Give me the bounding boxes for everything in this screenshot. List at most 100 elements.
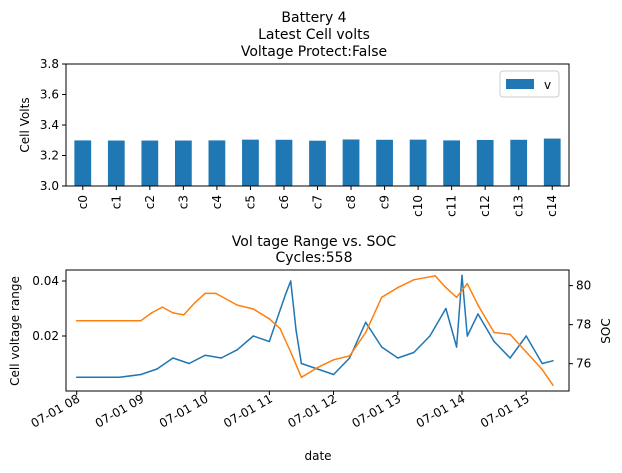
line-chart-y-axis-label: Cell voltage range <box>8 276 22 386</box>
bar <box>208 140 226 186</box>
bar <box>510 139 528 186</box>
soc-point <box>477 304 479 306</box>
soc-point <box>268 317 271 320</box>
bar <box>107 140 125 186</box>
line-chart: Vol tage Range vs. SOC Cycles:558 Cell v… <box>8 234 613 463</box>
soc-point <box>552 384 554 386</box>
x-tick-label: c8 <box>344 195 358 209</box>
x-tick-label: c1 <box>109 195 123 209</box>
bar <box>275 139 293 186</box>
voltage-range-point <box>380 346 383 348</box>
voltage-range-point <box>300 362 303 365</box>
x-tick-label: c7 <box>311 195 325 209</box>
voltage-range-point <box>204 354 206 357</box>
bar <box>476 139 494 186</box>
x-tick-label: c14 <box>545 195 559 217</box>
bar-chart: Battery 4 Latest Cell volts Voltage Prot… <box>18 10 570 217</box>
x-tick-label: 07-01 14 <box>414 391 468 430</box>
y-tick-label: 3.0 <box>40 179 59 193</box>
voltage-range-point <box>429 335 431 337</box>
voltage-range-point <box>295 329 297 332</box>
soc-point <box>525 351 527 353</box>
soc-point <box>332 358 335 361</box>
voltage-range-point <box>552 359 554 362</box>
voltage-range-line <box>76 274 554 379</box>
x-tick-label: c4 <box>210 195 224 209</box>
voltage-range-point <box>236 348 239 351</box>
voltage-range-point <box>455 346 458 348</box>
x-tick-label: 07-01 12 <box>285 391 339 430</box>
voltage-range-point <box>220 357 222 359</box>
voltage-range-point <box>172 357 174 359</box>
voltage-range-point <box>525 335 527 337</box>
soc-point <box>108 319 110 322</box>
soc-point <box>161 306 164 308</box>
voltage-range-point <box>364 321 367 324</box>
voltage-range-point <box>97 376 99 379</box>
soc-point <box>236 304 239 306</box>
y-tick-label: 3.4 <box>40 118 59 132</box>
soc-point <box>493 331 495 334</box>
soc-point <box>541 368 544 371</box>
soc-point <box>509 333 511 336</box>
x-tick-label: 07-01 11 <box>221 391 275 430</box>
soc-point <box>348 355 351 357</box>
voltage-range-point <box>140 373 142 376</box>
soc-point <box>455 296 458 299</box>
bar-chart-y-axis-label: Cell Volts <box>18 97 32 152</box>
bar-chart-title-line-2: Latest Cell volts <box>258 27 370 43</box>
soc-point <box>279 327 281 330</box>
voltage-range-point <box>289 280 292 282</box>
bar <box>141 140 159 186</box>
legend-swatch <box>506 79 534 89</box>
voltage-range-point <box>118 376 121 379</box>
x-tick-label: c5 <box>243 195 257 209</box>
voltage-range-point <box>75 376 78 379</box>
bar <box>409 139 427 186</box>
voltage-range-point <box>493 340 495 343</box>
x-tick-label: c9 <box>378 195 392 209</box>
soc-point <box>204 292 206 295</box>
line-chart-title-line-1: Vol tage Range vs. SOC <box>232 234 397 250</box>
x-tick-label: c6 <box>277 195 291 209</box>
voltage-range-point <box>509 357 511 359</box>
y-tick-label: 3.8 <box>40 57 59 71</box>
line-chart-x-axis-label: date <box>304 449 331 463</box>
right-y-tick-label: 78 <box>576 318 591 332</box>
x-tick-label: 07-01 09 <box>93 391 147 430</box>
x-tick-label: c3 <box>176 195 190 209</box>
voltage-range-point <box>396 357 399 359</box>
voltage-range-point <box>332 373 335 376</box>
line-chart-title-line-2: Cycles:558 <box>276 250 353 266</box>
legend-label: v <box>544 78 551 92</box>
x-tick-label: c10 <box>411 195 425 217</box>
soc-point <box>215 292 217 295</box>
bar <box>443 140 461 186</box>
soc-point <box>150 312 153 314</box>
right-y-tick-label: 76 <box>576 357 591 371</box>
soc-point <box>396 286 399 289</box>
x-tick-label: c12 <box>478 195 492 217</box>
bar <box>242 139 259 186</box>
voltage-range-point <box>445 307 447 310</box>
y-tick-label: 3.2 <box>40 149 59 163</box>
x-tick-label: 07-01 08 <box>28 391 82 430</box>
soc-point <box>182 314 185 316</box>
soc-point <box>75 319 78 322</box>
soc-point <box>434 275 437 277</box>
voltage-range-point <box>413 351 415 354</box>
voltage-range-point <box>252 335 255 337</box>
x-tick-label: c11 <box>445 195 459 217</box>
y-tick-label: 0.02 <box>32 329 59 343</box>
bar-chart-frame <box>65 63 570 187</box>
y-tick-label: 3.6 <box>40 88 59 102</box>
voltage-range-point <box>284 293 287 296</box>
soc-point <box>466 282 469 285</box>
voltage-range-point <box>541 362 544 365</box>
voltage-range-point <box>461 274 463 277</box>
bar <box>74 140 92 186</box>
line-chart-frame <box>65 269 570 392</box>
soc-line <box>76 275 554 386</box>
soc-point <box>445 286 447 289</box>
